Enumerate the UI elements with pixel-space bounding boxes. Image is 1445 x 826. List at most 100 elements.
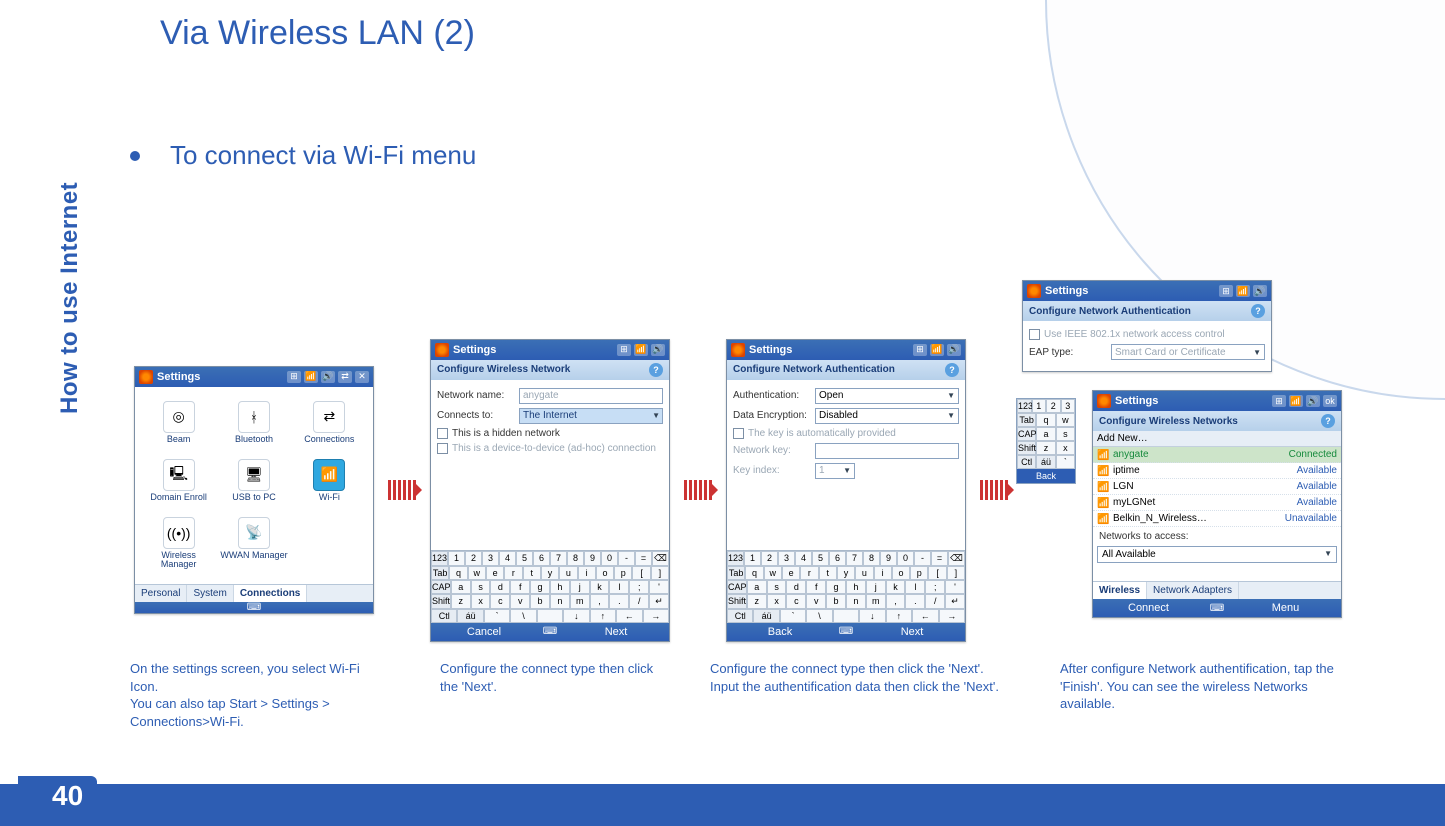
softkey-right[interactable]: Menu (1230, 599, 1341, 617)
subheader: Configure Wireless Networks? (1093, 411, 1341, 431)
step4-cluster: Settings ⊞📶🔊 Configure Network Authentic… (1018, 280, 1348, 700)
softkey-bar: Back ⌨ Next (727, 623, 965, 641)
network-item[interactable]: 📶anygate Connected (1093, 447, 1341, 463)
filter-combo[interactable]: All Available (1097, 546, 1337, 563)
status-icon: ⊞ (913, 344, 927, 356)
caption-1: On the settings screen, you select Wi-Fi… (130, 660, 390, 730)
sidebar-label: How to use Internet (56, 182, 84, 414)
key-label: Network key: (733, 445, 811, 456)
window-title: Settings (1115, 395, 1272, 407)
softkey-right[interactable]: Next (859, 623, 965, 641)
step4-auth-window: Settings ⊞📶🔊 Configure Network Authentic… (1022, 280, 1272, 372)
bluetooth-icon[interactable]: ᚼ Bluetooth (218, 397, 289, 449)
network-key-field[interactable] (815, 443, 959, 459)
auth-combo[interactable]: Open (815, 388, 959, 404)
onscreen-keyboard[interactable]: 1231234567890-=⌫Tabqwertyuiop[]CAPasdfgh… (431, 550, 669, 623)
signal-icon: 📶 (1097, 450, 1109, 460)
wireless-manager-icon[interactable]: ((•)) Wireless Manager (143, 513, 214, 575)
page-title: Via Wireless LAN (2) (160, 14, 475, 53)
status-icon: ✕ (355, 371, 369, 383)
eap-type-combo: Smart Card or Certificate (1111, 344, 1265, 360)
step2-configure-wireless-network: Settings ⊞📶🔊 Configure Wireless Network?… (430, 339, 670, 642)
network-item[interactable]: 📶Belkin_N_Wireless… Unavailable (1093, 511, 1341, 527)
onscreen-keyboard[interactable]: 1231234567890-=⌫Tabqwertyuiop[]CAPasdfgh… (727, 550, 965, 623)
sip-icon[interactable]: ⌨ (241, 602, 267, 613)
caption-2: Configure the connect type then click th… (440, 660, 660, 730)
softkey-left[interactable]: Connect (1093, 599, 1204, 617)
start-icon[interactable] (1027, 284, 1041, 298)
signal-icon: 📶 (1097, 466, 1109, 476)
tab-wireless[interactable]: Wireless (1093, 582, 1147, 599)
caption-3: Configure the connect type then click th… (710, 660, 1010, 730)
help-icon[interactable]: ? (1251, 304, 1265, 318)
step3-configure-network-auth: Settings ⊞📶🔊 Configure Network Authentic… (726, 339, 966, 642)
sip-icon[interactable]: ⌨ (1204, 599, 1230, 617)
status-icon: 🔊 (321, 371, 335, 383)
arrow-separator (980, 480, 1008, 500)
keyauto-checkbox: The key is automatically provided (733, 428, 959, 439)
help-icon[interactable]: ? (945, 363, 959, 377)
softkey-bar: Cancel ⌨ Next (431, 623, 669, 641)
enc-label: Data Encryption: (733, 410, 811, 421)
network-item[interactable]: 📶iptime Available (1093, 463, 1341, 479)
tab-system[interactable]: System (187, 585, 233, 602)
start-icon[interactable] (731, 343, 745, 357)
enc-combo[interactable]: Disabled (815, 408, 959, 424)
bullet-dot (130, 151, 140, 161)
signal-icon: 📶 (1097, 498, 1109, 508)
sip-icon[interactable]: ⌨ (537, 623, 563, 641)
start-icon[interactable] (1097, 394, 1111, 408)
tab-personal[interactable]: Personal (135, 585, 187, 602)
network-item[interactable]: 📶myLGNet Available (1093, 495, 1341, 511)
status-icon: 🔊 (1253, 285, 1267, 297)
domain-enroll-icon[interactable]: 🖳 Domain Enroll (143, 455, 214, 507)
eap-type-label: EAP type: (1029, 347, 1107, 358)
titlebar: Settings ⊞📶🔊 (431, 340, 669, 360)
adhoc-checkbox: This is a device-to-device (ad-hoc) conn… (437, 443, 663, 454)
status-icon: 🔊 (651, 344, 665, 356)
network-name-field[interactable]: anygate (519, 388, 663, 404)
tab-connections[interactable]: Connections (234, 585, 308, 602)
status-icon: ⊞ (1219, 285, 1233, 297)
window-title: Settings (749, 344, 913, 356)
sip-icon[interactable]: ⌨ (833, 623, 859, 641)
usb-to-pc-icon[interactable]: 🖥 USB to PC (218, 455, 289, 507)
connections-icon[interactable]: ⇄ Connections (294, 397, 365, 449)
titlebar: Settings ⊞📶🔊⇄✕ (135, 367, 373, 387)
start-icon[interactable] (435, 343, 449, 357)
beam-icon[interactable]: ◎ Beam (143, 397, 214, 449)
ieee8021x-checkbox: Use IEEE 802.1x network access control (1029, 329, 1265, 340)
tab-network adapters[interactable]: Network Adapters (1147, 582, 1239, 599)
status-icon: ⊞ (617, 344, 631, 356)
idx-label: Key index: (733, 465, 811, 476)
bottom-tabs: PersonalSystemConnections (135, 584, 373, 602)
hidden-network-checkbox[interactable]: This is a hidden network (437, 428, 663, 439)
step4-wireless-list-window: Settings ⊞📶🔊ok Configure Wireless Networ… (1092, 390, 1342, 618)
softkey-left[interactable]: Cancel (431, 623, 537, 641)
wwan-manager-icon[interactable]: 📡 WWAN Manager (218, 513, 289, 575)
help-icon[interactable]: ? (649, 363, 663, 377)
filter-label: Networks to access: (1093, 527, 1341, 542)
window-title: Settings (1045, 285, 1219, 297)
window-title: Settings (157, 371, 287, 383)
subheader: Configure Network Authentication? (727, 360, 965, 380)
mini-kbd-back[interactable]: Back (1017, 469, 1075, 483)
start-icon[interactable] (139, 370, 153, 384)
key-index-combo: 1 (815, 463, 855, 479)
add-new-link[interactable]: Add New… (1093, 431, 1341, 447)
help-icon[interactable]: ? (1321, 414, 1335, 428)
softkey-left[interactable]: Back (727, 623, 833, 641)
step1-settings-window: Settings ⊞📶🔊⇄✕ ◎ Beam ᚼ Bluetooth ⇄ Conn… (134, 366, 374, 615)
softkey-right[interactable]: Next (563, 623, 669, 641)
status-icon: 📶 (1236, 285, 1250, 297)
mini-keyboard[interactable]: 123123TabqwCAPasShiftzxCtláü` Back (1016, 398, 1076, 484)
network-name-label: Network name: (437, 390, 515, 401)
network-item[interactable]: 📶LGN Available (1093, 479, 1341, 495)
connects-to-combo[interactable]: The Internet (519, 408, 663, 424)
wifi-icon[interactable]: 📶 Wi-Fi (294, 455, 365, 507)
auth-label: Authentication: (733, 390, 811, 401)
ok-button[interactable]: ok (1323, 395, 1337, 407)
bullet-text: To connect via Wi-Fi menu (170, 140, 476, 171)
arrow-separator (684, 480, 712, 500)
status-icon: 🔊 (947, 344, 961, 356)
